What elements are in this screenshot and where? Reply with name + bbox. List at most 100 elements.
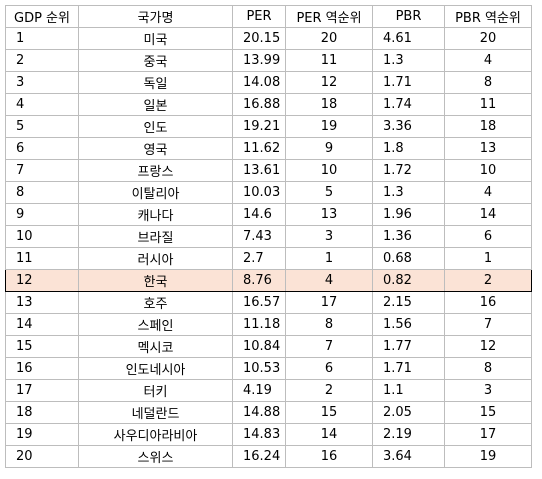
- table-row: 7 프랑스 13.61 10 1.72 10: [5, 159, 532, 182]
- cell-gdp-rank: 16: [5, 357, 79, 380]
- cell-gdp-rank: 15: [5, 335, 79, 358]
- cell-pbr-reverse-rank: 1: [444, 247, 532, 270]
- cell-per: 14.6: [232, 203, 286, 226]
- cell-pbr-reverse-rank: 4: [444, 49, 532, 72]
- cell-pbr: 1.3: [372, 49, 445, 72]
- cell-country: 스페인: [78, 313, 233, 336]
- cell-pbr: 1.36: [372, 225, 445, 248]
- cell-per-reverse-rank: 15: [285, 401, 373, 424]
- cell-gdp-rank: 18: [5, 401, 79, 424]
- table-row: 10 브라질 7.43 3 1.36 6: [5, 225, 532, 248]
- cell-per-reverse-rank: 2: [285, 379, 373, 402]
- cell-gdp-rank: 9: [5, 203, 79, 226]
- cell-pbr: 1.71: [372, 71, 445, 94]
- cell-pbr-reverse-rank: 20: [444, 27, 532, 50]
- table-row: 8 이탈리아 10.03 5 1.3 4: [5, 181, 532, 204]
- table-row: 6 영국 11.62 9 1.8 13: [5, 137, 532, 160]
- table-row: 13 호주 16.57 17 2.15 16: [5, 291, 532, 314]
- header-row: GDP 순위 국가명 PER PER 역순위 PBR PBR 역순위: [5, 5, 532, 28]
- cell-country: 브라질: [78, 225, 233, 248]
- cell-per-reverse-rank: 13: [285, 203, 373, 226]
- cell-per-reverse-rank: 4: [285, 269, 373, 292]
- cell-pbr: 1.74: [372, 93, 445, 116]
- cell-country: 호주: [78, 291, 233, 314]
- cell-gdp-rank: 11: [5, 247, 79, 270]
- cell-pbr: 3.36: [372, 115, 445, 138]
- cell-country: 인도네시아: [78, 357, 233, 380]
- cell-gdp-rank: 20: [5, 445, 79, 468]
- cell-pbr: 1.8: [372, 137, 445, 160]
- cell-pbr-reverse-rank: 8: [444, 71, 532, 94]
- cell-gdp-rank: 2: [5, 49, 79, 72]
- cell-per: 10.03: [232, 181, 286, 204]
- cell-per-reverse-rank: 6: [285, 357, 373, 380]
- cell-country: 한국: [78, 269, 233, 292]
- cell-country: 사우디아라비아: [78, 423, 233, 446]
- cell-pbr-reverse-rank: 12: [444, 335, 532, 358]
- cell-per: 14.88: [232, 401, 286, 424]
- cell-pbr: 0.68: [372, 247, 445, 270]
- cell-per-reverse-rank: 3: [285, 225, 373, 248]
- cell-per-reverse-rank: 9: [285, 137, 373, 160]
- cell-pbr: 2.05: [372, 401, 445, 424]
- header-gdp-rank: GDP 순위: [5, 5, 79, 28]
- cell-gdp-rank: 8: [5, 181, 79, 204]
- cell-pbr-reverse-rank: 15: [444, 401, 532, 424]
- cell-per-reverse-rank: 12: [285, 71, 373, 94]
- cell-pbr: 1.3: [372, 181, 445, 204]
- cell-per-reverse-rank: 17: [285, 291, 373, 314]
- cell-pbr-reverse-rank: 7: [444, 313, 532, 336]
- table-row: 5 인도 19.21 19 3.36 18: [5, 115, 532, 138]
- cell-per: 13.61: [232, 159, 286, 182]
- cell-country: 중국: [78, 49, 233, 72]
- header-per-reverse-rank: PER 역순위: [285, 5, 373, 28]
- table-row: 1 미국 20.15 20 4.61 20: [5, 27, 532, 50]
- cell-country: 이탈리아: [78, 181, 233, 204]
- cell-per: 7.43: [232, 225, 286, 248]
- cell-gdp-rank: 19: [5, 423, 79, 446]
- cell-per: 16.88: [232, 93, 286, 116]
- header-pbr-reverse-rank: PBR 역순위: [444, 5, 532, 28]
- cell-per: 16.57: [232, 291, 286, 314]
- cell-per-reverse-rank: 7: [285, 335, 373, 358]
- cell-per-reverse-rank: 5: [285, 181, 373, 204]
- cell-country: 미국: [78, 27, 233, 50]
- table-row: 16 인도네시아 10.53 6 1.71 8: [5, 357, 532, 380]
- cell-gdp-rank: 5: [5, 115, 79, 138]
- table-row: 9 캐나다 14.6 13 1.96 14: [5, 203, 532, 226]
- table-row: 14 스페인 11.18 8 1.56 7: [5, 313, 532, 336]
- cell-per-reverse-rank: 11: [285, 49, 373, 72]
- table-body: 1 미국 20.15 20 4.61 20 2 중국 13.99 11 1.3 4 3 독일 14.08 12…: [5, 27, 532, 468]
- cell-country: 터키: [78, 379, 233, 402]
- table-row: 12 한국 8.76 4 0.82 2: [5, 269, 532, 292]
- country-valuation-table: GDP 순위 국가명 PER PER 역순위 PBR PBR 역순위 1 미국 20…: [5, 5, 532, 468]
- cell-country: 러시아: [78, 247, 233, 270]
- cell-pbr-reverse-rank: 16: [444, 291, 532, 314]
- cell-per: 8.76: [232, 269, 286, 292]
- cell-per: 19.21: [232, 115, 286, 138]
- cell-per-reverse-rank: 1: [285, 247, 373, 270]
- cell-per: 10.84: [232, 335, 286, 358]
- cell-per: 10.53: [232, 357, 286, 380]
- cell-pbr: 0.82: [372, 269, 445, 292]
- cell-pbr-reverse-rank: 19: [444, 445, 532, 468]
- cell-per: 14.08: [232, 71, 286, 94]
- cell-per-reverse-rank: 14: [285, 423, 373, 446]
- table-row: 17 터키 4.19 2 1.1 3: [5, 379, 532, 402]
- cell-pbr: 1.71: [372, 357, 445, 380]
- cell-pbr: 1.72: [372, 159, 445, 182]
- cell-gdp-rank: 3: [5, 71, 79, 94]
- header-country: 국가명: [78, 5, 233, 28]
- header-pbr: PBR: [372, 5, 445, 28]
- cell-gdp-rank: 1: [5, 27, 79, 50]
- cell-gdp-rank: 12: [5, 269, 79, 292]
- table-row: 15 멕시코 10.84 7 1.77 12: [5, 335, 532, 358]
- cell-country: 일본: [78, 93, 233, 116]
- cell-country: 멕시코: [78, 335, 233, 358]
- cell-pbr: 1.1: [372, 379, 445, 402]
- cell-per: 11.18: [232, 313, 286, 336]
- cell-pbr-reverse-rank: 10: [444, 159, 532, 182]
- cell-per: 13.99: [232, 49, 286, 72]
- cell-country: 스위스: [78, 445, 233, 468]
- cell-per: 20.15: [232, 27, 286, 50]
